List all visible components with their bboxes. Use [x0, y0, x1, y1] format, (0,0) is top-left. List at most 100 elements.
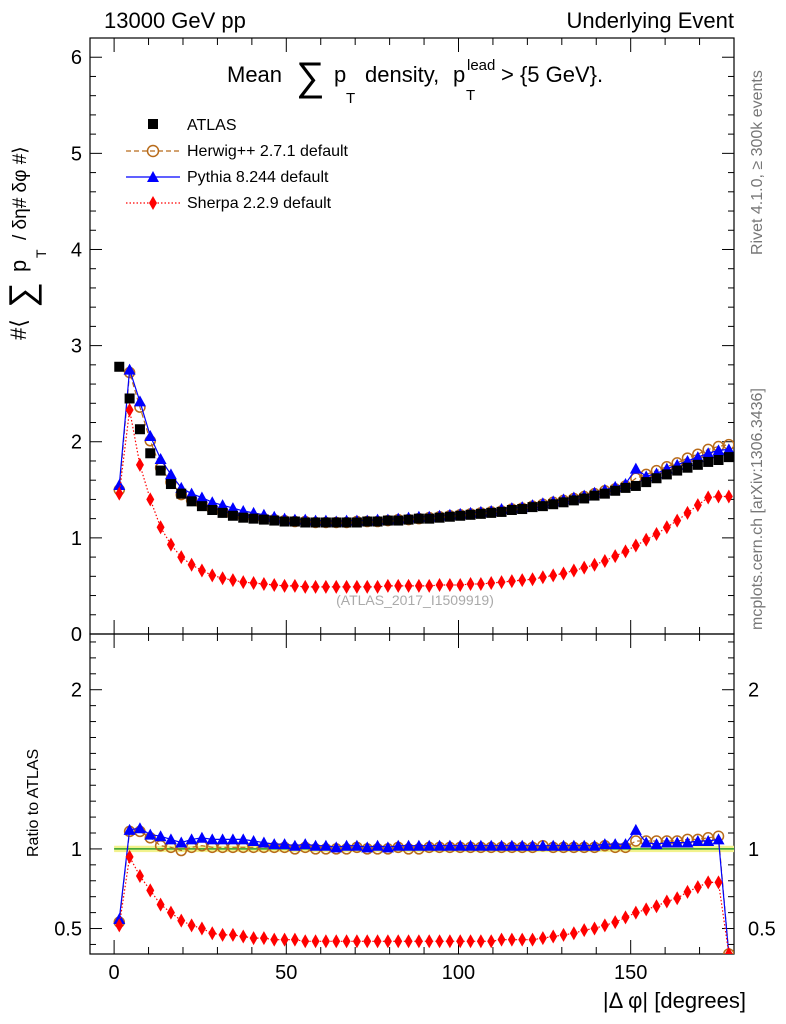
- ratio-point-pythia: [195, 831, 208, 843]
- main-point-sherpa: [414, 578, 423, 593]
- main-point-sherpa: [631, 538, 640, 553]
- ratio-point-pythia: [330, 841, 343, 853]
- ratio-point-sherpa: [611, 915, 620, 930]
- ratio-point-sherpa: [115, 918, 124, 933]
- ratio-point-pythia: [681, 836, 694, 848]
- legend-entry-atlas: ATLAS: [148, 117, 237, 134]
- ratio-point-sherpa: [621, 910, 630, 925]
- main-point-sherpa: [611, 549, 620, 564]
- title-sum: ∑: [296, 55, 325, 99]
- main-point-sherpa: [528, 572, 537, 587]
- ratio-ytick-label-right: 2: [748, 680, 759, 702]
- ratio-point-pythia: [640, 836, 653, 848]
- header-right: Underlying Event: [566, 8, 734, 33]
- main-point-sherpa: [270, 577, 279, 592]
- main-point-atlas: [124, 393, 135, 404]
- ylabel-open: #⟨: [6, 319, 31, 340]
- main-point-sherpa: [724, 489, 733, 504]
- ratio-point-pythia: [412, 839, 425, 851]
- header-left: 13000 GeV pp: [104, 8, 246, 33]
- main-point-sherpa: [321, 579, 330, 594]
- ratio-point-pythia: [257, 836, 270, 848]
- main-point-pythia: [226, 502, 239, 514]
- legend-entry-herwig: Herwig++ 2.7.1 default: [126, 143, 349, 160]
- ratio-point-pythia: [536, 839, 549, 851]
- ratio-point-sherpa: [445, 934, 454, 949]
- ratio-point-sherpa: [466, 934, 475, 949]
- ratio-point-pythia: [671, 836, 684, 848]
- main-point-sherpa: [569, 563, 578, 578]
- main-point-sherpa: [394, 578, 403, 593]
- ratio-point-pythia: [123, 823, 136, 835]
- ratio-point-sherpa: [187, 918, 196, 933]
- main-point-sherpa: [714, 489, 723, 504]
- ratio-point-pythia: [154, 830, 167, 842]
- ratio-point-sherpa: [301, 934, 310, 949]
- main-point-pythia: [629, 462, 642, 474]
- ratio-point-sherpa: [228, 927, 237, 942]
- ratio-point-sherpa: [332, 934, 341, 949]
- main-point-sherpa: [218, 571, 227, 586]
- main-point-sherpa: [662, 520, 671, 535]
- ratio-point-sherpa: [425, 934, 434, 949]
- ratio-point-pythia: [629, 823, 642, 835]
- main-point-sherpa: [693, 498, 702, 513]
- title-lead-sup: lead: [467, 57, 495, 74]
- title-p2-sub: T: [466, 87, 475, 104]
- title-p2: p: [453, 62, 465, 87]
- main-point-sherpa: [445, 577, 454, 592]
- main-point-atlas: [589, 490, 600, 501]
- ratio-point-pythia: [547, 839, 560, 851]
- ratio-point-pythia: [588, 839, 601, 851]
- legend-label-pythia: Pythia 8.244 default: [187, 169, 329, 186]
- main-point-sherpa: [642, 532, 651, 547]
- ratio-ytick-label-right: 1: [748, 839, 759, 861]
- ratio-point-pythia: [505, 839, 518, 851]
- ratio-point-pythia: [578, 839, 591, 851]
- title-cut: > {5 GeV}.: [501, 62, 603, 87]
- ratio-ytick-label-left: 0.5: [54, 919, 82, 941]
- x-axis-label: |Δ φ| [degrees]: [603, 988, 746, 1013]
- x-tick-label: 100: [442, 962, 475, 984]
- ratio-point-sherpa: [538, 931, 547, 946]
- ratio-point-pythia: [619, 838, 632, 850]
- main-point-atlas: [279, 516, 290, 527]
- main-point-atlas: [393, 515, 404, 526]
- ratio-point-pythia: [319, 839, 332, 851]
- ratio-point-pythia: [474, 839, 487, 851]
- ratio-point-pythia: [216, 833, 229, 845]
- main-point-sherpa: [600, 553, 609, 568]
- main-point-sherpa: [363, 579, 372, 594]
- main-point-sherpa: [239, 575, 248, 590]
- ratio-series-line-sherpa: [118, 855, 730, 954]
- ratio-point-pythia: [247, 834, 260, 846]
- main-series-group: [113, 361, 734, 594]
- main-point-sherpa: [559, 566, 568, 581]
- main-point-atlas: [300, 517, 311, 528]
- ratio-ytick-label-left: 2: [71, 680, 82, 702]
- ratio-point-sherpa: [342, 934, 351, 949]
- main-point-sherpa: [373, 579, 382, 594]
- ratio-point-pythia: [516, 839, 529, 851]
- main-point-atlas: [506, 504, 517, 515]
- ratio-point-sherpa: [693, 880, 702, 895]
- main-point-sherpa: [342, 579, 351, 594]
- main-point-atlas: [165, 479, 176, 490]
- ratio-point-sherpa: [528, 932, 537, 947]
- legend-entry-sherpa: Sherpa 2.2.9 default: [126, 195, 332, 212]
- main-point-sherpa: [497, 575, 506, 590]
- main-plot: 0 1 2 3 4 5 6: [71, 37, 735, 646]
- main-point-atlas: [610, 485, 621, 496]
- main-point-pythia: [722, 443, 734, 455]
- main-point-sherpa: [652, 527, 661, 542]
- legend-marker-sherpa: [149, 196, 157, 210]
- main-point-atlas: [186, 496, 197, 507]
- main-point-sherpa: [301, 579, 310, 594]
- ratio-point-sherpa: [642, 902, 651, 917]
- main-point-atlas: [331, 517, 342, 528]
- ratio-point-pythia: [495, 839, 508, 851]
- ratio-point-sherpa: [662, 894, 671, 909]
- ylabel-sum: ∑: [1, 282, 42, 308]
- main-point-atlas: [713, 455, 724, 466]
- ratio-point-sherpa: [704, 875, 713, 890]
